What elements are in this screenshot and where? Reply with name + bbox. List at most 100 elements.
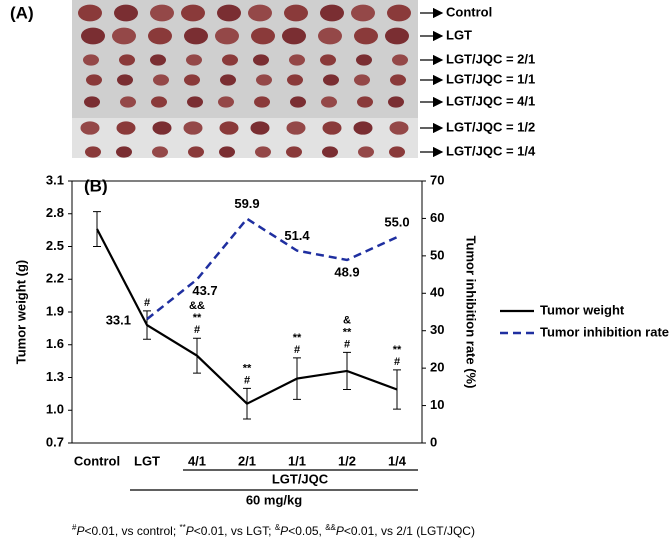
tumor — [184, 27, 208, 45]
tumor — [254, 96, 270, 108]
plot: 0.7 1.0 1.3 1.6 1.9 2.2 2.5 2.8 3.1 0 10 20 30 40 50 60… — [46, 172, 445, 468]
panel-label: (B) — [84, 176, 108, 195]
y2-tick-label: 70 — [430, 172, 444, 187]
tumor — [387, 4, 411, 22]
tumor — [248, 4, 272, 22]
error-bar — [293, 357, 301, 400]
tumor — [188, 146, 204, 158]
footnote: #P<0.01, vs control; **P<0.01, vs LGT; &… — [72, 523, 475, 538]
tumor — [117, 74, 133, 86]
tumor — [150, 4, 174, 22]
significance: # — [344, 338, 350, 350]
y2-tick-label: 30 — [430, 322, 444, 337]
x-tick-label: 2/1 — [238, 453, 256, 468]
y2-tick-label: 0 — [430, 434, 437, 449]
significance: ** — [343, 326, 352, 338]
tumor — [184, 74, 200, 86]
tumor — [81, 27, 105, 45]
significance: # — [394, 356, 400, 368]
x-tick-label: LGT — [134, 453, 160, 468]
value-label: 48.9 — [334, 264, 359, 279]
row-labels: Control LGT LGT/JQC = 2/1 LGT/JQC = 1/1 LGT/… — [420, 4, 536, 158]
x-tick-label: 4/1 — [188, 453, 206, 468]
fn-text: <0.01, vs 2/1 (LGT/JQC) — [344, 524, 475, 538]
y-tick-label: 1.0 — [46, 402, 64, 417]
tumor — [217, 4, 241, 22]
tumor — [282, 27, 306, 45]
tumor — [120, 96, 136, 108]
y-axis-label: Tumor weight (g) — [13, 260, 28, 364]
tumor — [251, 27, 275, 45]
inhibition-line — [146, 217, 398, 321]
y-tick-label: 1.3 — [46, 369, 64, 384]
panel-label: (A) — [10, 3, 34, 22]
value-label: 59.9 — [234, 196, 259, 211]
y2-tick-label: 50 — [430, 247, 444, 262]
significance: # — [144, 297, 150, 309]
x-tick-label: 1/1 — [288, 453, 306, 468]
tumor — [286, 121, 306, 135]
y-tick-label: 1.9 — [46, 303, 64, 318]
tumor — [83, 54, 99, 66]
tumor — [284, 4, 308, 22]
tumor — [354, 74, 370, 86]
tumor — [353, 121, 373, 135]
tumor — [181, 4, 205, 22]
value-label: 33.1 — [106, 313, 131, 328]
tumor — [322, 146, 338, 158]
tumor — [218, 96, 234, 108]
y2-tick-label: 20 — [430, 360, 444, 375]
tumor — [85, 146, 101, 158]
tumor — [80, 121, 100, 135]
y2-tick-label: 10 — [430, 397, 444, 412]
tumor — [250, 121, 270, 135]
significance: ** — [293, 332, 302, 344]
error-bar — [393, 369, 401, 410]
tumor — [78, 4, 102, 22]
y2-tick-label: 60 — [430, 210, 444, 225]
y2-axis-label: Tumor inhibition rate (%) — [464, 236, 479, 389]
tumor — [388, 96, 404, 108]
y-tick-label: 2.8 — [46, 205, 64, 220]
tumor — [357, 96, 373, 108]
tumor — [321, 96, 337, 108]
error-bar — [243, 387, 251, 420]
significance: ** — [393, 344, 402, 356]
row-label: LGT — [446, 27, 472, 42]
tumor — [86, 74, 102, 86]
fn-p: P — [186, 524, 194, 538]
x-tick-label: Control — [74, 453, 120, 468]
value-label: 43.7 — [192, 283, 217, 298]
tumor — [255, 146, 271, 158]
fn-p: P — [280, 524, 288, 538]
row-label: LGT/JQC = 1/4 — [446, 143, 536, 158]
tumor — [114, 4, 138, 22]
tumor — [152, 121, 172, 135]
fn-p: P — [336, 524, 344, 538]
tumor — [219, 146, 235, 158]
group-label: LGT/JQC — [272, 471, 329, 486]
tumor — [187, 96, 203, 108]
row-label: LGT/JQC = 1/1 — [446, 71, 535, 86]
tumor — [152, 146, 168, 158]
tumor — [392, 54, 408, 66]
value-label: 55.0 — [384, 215, 409, 230]
tumor — [358, 146, 374, 158]
significance: ** — [193, 312, 202, 324]
legend-label: Tumor inhibition rate — [540, 324, 669, 339]
error-bar — [193, 337, 201, 374]
tumor — [289, 54, 305, 66]
tumor — [150, 54, 166, 66]
tumor — [286, 146, 302, 158]
tumor — [222, 54, 238, 66]
fn-text: <0.01, vs control; — [84, 524, 179, 538]
tumor — [153, 74, 169, 86]
error-bar — [343, 351, 351, 391]
tumor — [287, 74, 303, 86]
significance: # — [194, 324, 200, 336]
tumor — [186, 54, 202, 66]
row-label: LGT/JQC = 1/2 — [446, 119, 535, 134]
row-label: Control — [446, 4, 492, 19]
y-tick-label: 2.2 — [46, 271, 64, 286]
